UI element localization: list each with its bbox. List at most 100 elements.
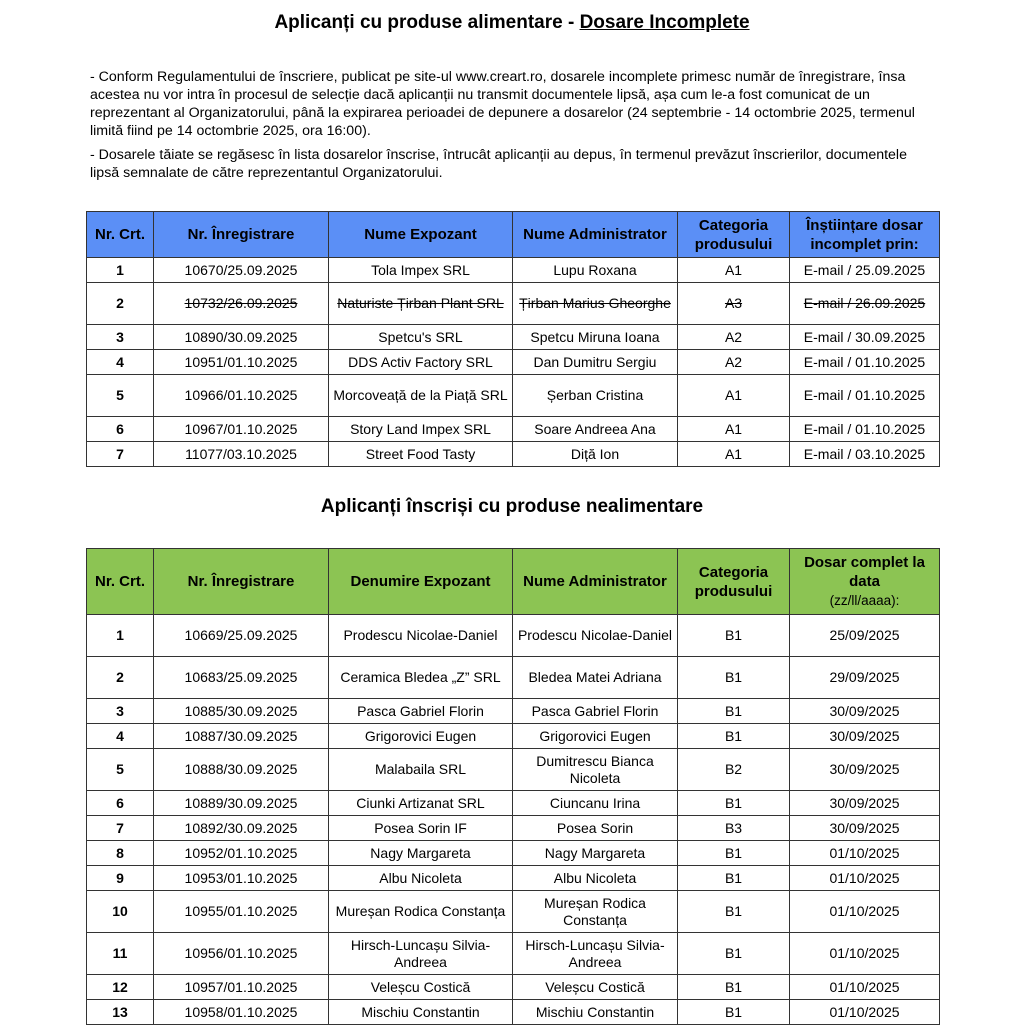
col-nr: Nr. Crt.	[86, 211, 154, 258]
cell-admin: Soare Andreea Ana	[512, 416, 678, 442]
cell-admin: Veleșcu Costică	[512, 974, 678, 1000]
col-category: Categoria produsului	[677, 211, 790, 258]
cell-exhibitor: DDS Activ Factory SRL	[328, 349, 513, 375]
cell-category: B1	[677, 890, 790, 933]
cell-category: A3	[677, 282, 790, 325]
cell-category: A1	[677, 257, 790, 283]
cell-complete-date: 30/09/2025	[789, 698, 940, 724]
cell-admin: Mischiu Constantin	[512, 999, 678, 1025]
cell-nr: 3	[86, 324, 154, 350]
cell-category: A1	[677, 441, 790, 467]
section1-title: Aplicanți cu produse alimentare - Dosare…	[0, 12, 1024, 34]
cell-exhibitor: Ceramica Bledea „Z” SRL	[328, 656, 513, 699]
cell-exhibitor: Malabaila SRL	[328, 748, 513, 791]
cell-nr: 11	[86, 932, 154, 975]
cell-nr: 8	[86, 840, 154, 866]
table-header: Nr. Crt. Nr. Înregistrare Nume Expozant …	[86, 211, 940, 258]
col-admin: Nume Administrator	[512, 211, 678, 258]
cell-admin: Hirsch-Luncașu Silvia-Andreea	[512, 932, 678, 975]
cell-exhibitor: Mischiu Constantin	[328, 999, 513, 1025]
note-2: - Dosarele tăiate se regăsesc în lista d…	[90, 147, 907, 181]
cell-notification: E-mail / 25.09.2025	[789, 257, 940, 283]
cell-exhibitor: Hirsch-Luncașu Silvia-Andreea	[328, 932, 513, 975]
cell-nr: 9	[86, 865, 154, 891]
incomplete-applications-table: Nr. Crt. Nr. Înregistrare Nume Expozant …	[86, 211, 940, 467]
table-row: 12 10957/01.10.2025 Veleșcu Costică Veleșcu…	[86, 974, 940, 1000]
cell-nr: 6	[86, 790, 154, 816]
title-underlined: Dosare Incomplete	[579, 12, 750, 33]
cell-category: B2	[677, 748, 790, 791]
cell-complete-date: 01/10/2025	[789, 865, 940, 891]
cell-exhibitor: Morcoveață de la Piață SRL	[328, 374, 513, 417]
cell-admin: Diță Ion	[512, 441, 678, 467]
cell-notification: E-mail / 03.10.2025	[789, 441, 940, 467]
cell-exhibitor: Prodescu Nicolae-Daniel	[328, 614, 513, 657]
cell-exhibitor: Spetcu's SRL	[328, 324, 513, 350]
cell-nr: 4	[86, 723, 154, 749]
cell-registration: 10669/25.09.2025	[153, 614, 329, 657]
cell-registration: 10683/25.09.2025	[153, 656, 329, 699]
cell-registration: 10956/01.10.2025	[153, 932, 329, 975]
cell-category: B1	[677, 999, 790, 1025]
cell-registration: 10890/30.09.2025	[153, 324, 329, 350]
cell-admin: Albu Nicoleta	[512, 865, 678, 891]
table-row: 6 10967/01.10.2025 Story Land Impex SRL Soa…	[86, 416, 940, 442]
cell-registration: 10887/30.09.2025	[153, 723, 329, 749]
cell-exhibitor: Mureșan Rodica Constanța	[328, 890, 513, 933]
cell-nr: 12	[86, 974, 154, 1000]
cell-admin: Nagy Margareta	[512, 840, 678, 866]
cell-registration: 10732/26.09.2025	[153, 282, 329, 325]
col-category: Categoria produsului	[677, 548, 790, 615]
cell-complete-date: 01/10/2025	[789, 974, 940, 1000]
date-format-note: (zz/ll/aaaa):	[829, 593, 900, 608]
table-row: 3 10885/30.09.2025 Pasca Gabriel Florin Pas…	[86, 698, 940, 724]
cell-admin: Grigorovici Eugen	[512, 723, 678, 749]
cell-category: A2	[677, 324, 790, 350]
cell-admin: Spetcu Miruna Ioana	[512, 324, 678, 350]
cell-notification: E-mail / 01.10.2025	[789, 349, 940, 375]
cell-exhibitor: Posea Sorin IF	[328, 815, 513, 841]
cell-category: B1	[677, 656, 790, 699]
cell-exhibitor: Naturiste Țirban Plant SRL	[328, 282, 513, 325]
cell-complete-date: 25/09/2025	[789, 614, 940, 657]
cell-category: B1	[677, 840, 790, 866]
table-row: 9 10953/01.10.2025 Albu Nicoleta Albu Nicol…	[86, 865, 940, 891]
table-row: 5 10888/30.09.2025 Malabaila SRL Dumitrescu…	[86, 748, 940, 791]
cell-admin: Ciuncanu Irina	[512, 790, 678, 816]
col-complete-date: Dosar complet la data (zz/ll/aaaa):	[789, 548, 940, 615]
col-nr: Nr. Crt.	[86, 548, 154, 615]
cell-admin: Dumitrescu Bianca Nicoleta	[512, 748, 678, 791]
note-1: - Conform Regulamentului de înscriere, p…	[90, 69, 915, 139]
cell-exhibitor: Veleșcu Costică	[328, 974, 513, 1000]
cell-category: B1	[677, 932, 790, 975]
cell-admin: Șerban Cristina	[512, 374, 678, 417]
cell-exhibitor: Albu Nicoleta	[328, 865, 513, 891]
cell-category: A1	[677, 374, 790, 417]
col-complete-date-label: Dosar complet la data	[804, 554, 925, 590]
cell-exhibitor: Story Land Impex SRL	[328, 416, 513, 442]
cell-nr: 4	[86, 349, 154, 375]
table-row: 7 11077/03.10.2025 Street Food Tasty Diță I…	[86, 441, 940, 467]
cell-category: A1	[677, 416, 790, 442]
cell-admin: Pasca Gabriel Florin	[512, 698, 678, 724]
title-prefix: Aplicanți cu produse alimentare -	[274, 12, 580, 33]
cell-complete-date: 30/09/2025	[789, 815, 940, 841]
table-row: 2 10683/25.09.2025 Ceramica Bledea „Z” SRL…	[86, 656, 940, 699]
cell-nr: 2	[86, 282, 154, 325]
cell-admin: Țirban Marius Gheorghe	[512, 282, 678, 325]
cell-nr: 13	[86, 999, 154, 1025]
cell-registration: 10955/01.10.2025	[153, 890, 329, 933]
cell-exhibitor: Tola Impex SRL	[328, 257, 513, 283]
table-row: 5 10966/01.10.2025 Morcoveață de la Piață …	[86, 374, 940, 417]
col-admin: Nume Administrator	[512, 548, 678, 615]
table-row: 1 10669/25.09.2025 Prodescu Nicolae-Daniel…	[86, 614, 940, 657]
cell-nr: 10	[86, 890, 154, 933]
cell-nr: 6	[86, 416, 154, 442]
col-registration: Nr. Înregistrare	[153, 548, 329, 615]
cell-nr: 7	[86, 815, 154, 841]
cell-complete-date: 30/09/2025	[789, 748, 940, 791]
cell-exhibitor: Grigorovici Eugen	[328, 723, 513, 749]
cell-registration: 10967/01.10.2025	[153, 416, 329, 442]
table-row: 10 10955/01.10.2025 Mureșan Rodica Constan…	[86, 890, 940, 933]
cell-nr: 5	[86, 748, 154, 791]
